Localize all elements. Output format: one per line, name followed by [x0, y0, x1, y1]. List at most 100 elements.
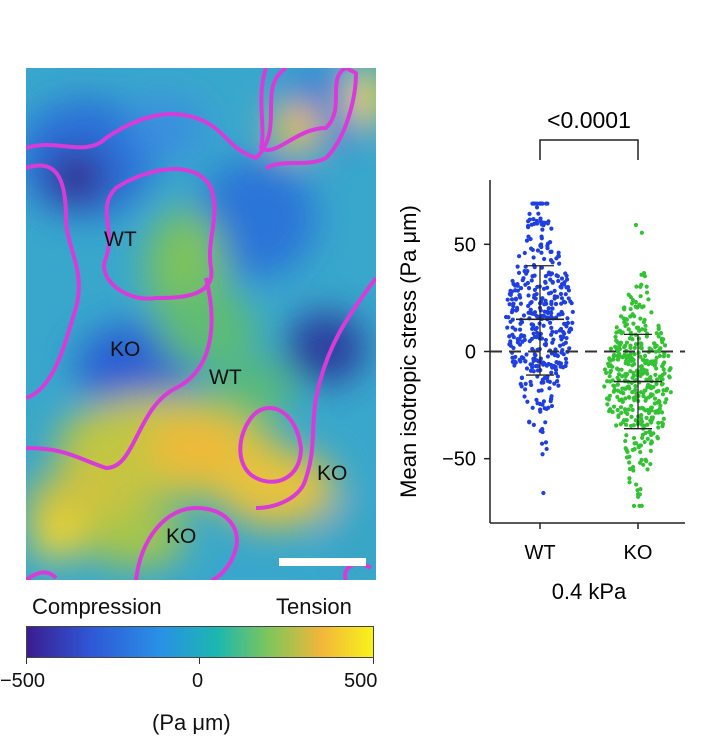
- data-point: [542, 220, 548, 225]
- data-point: [513, 297, 518, 302]
- data-point: [664, 397, 669, 402]
- colorbar: [26, 626, 374, 658]
- data-point: [508, 319, 513, 324]
- data-point: [508, 292, 513, 297]
- data-point: [559, 276, 565, 281]
- data-point: [549, 325, 554, 330]
- data-point: [643, 430, 648, 435]
- data-point: [602, 367, 608, 372]
- data-point: [660, 372, 665, 378]
- data-point: [633, 384, 638, 389]
- data-point: [633, 418, 638, 423]
- data-point: [518, 285, 524, 291]
- data-point: [626, 407, 631, 412]
- data-point: [630, 465, 636, 470]
- data-point: [608, 370, 613, 375]
- data-point: [535, 314, 540, 319]
- data-point: [631, 423, 636, 428]
- data-point: [630, 375, 635, 380]
- data-point: [643, 388, 648, 393]
- data-point: [505, 325, 510, 330]
- data-point: [549, 403, 555, 409]
- data-point: [643, 457, 648, 462]
- data-point: [522, 334, 527, 339]
- data-point: [619, 367, 624, 372]
- data-point: [626, 395, 632, 400]
- data-point: [550, 365, 555, 370]
- data-point: [626, 384, 631, 389]
- data-point: [566, 288, 572, 293]
- data-point: [646, 410, 652, 416]
- data-point: [632, 345, 637, 350]
- data-point: [527, 419, 532, 424]
- data-point: [518, 334, 523, 339]
- data-point: [539, 360, 545, 365]
- data-point: [644, 377, 649, 382]
- data-point: [624, 322, 630, 327]
- data-point: [648, 374, 653, 380]
- data-point: [661, 388, 666, 393]
- data-point: [549, 314, 554, 319]
- y-tick-label: 0: [465, 342, 476, 364]
- data-point: [517, 295, 523, 300]
- data-point: [658, 330, 664, 336]
- data-point: [540, 296, 545, 301]
- data-point: [528, 368, 533, 373]
- data-point: [666, 353, 671, 358]
- region-label-wt-1: WT: [104, 228, 137, 251]
- data-point: [552, 294, 557, 299]
- data-point: [604, 370, 609, 376]
- data-point: [630, 363, 635, 368]
- data-point: [616, 372, 622, 377]
- data-point: [539, 441, 545, 446]
- data-point: [546, 306, 551, 311]
- data-point: [636, 350, 641, 355]
- data-point: [529, 322, 534, 327]
- data-point: [606, 361, 611, 366]
- data-point: [615, 388, 621, 393]
- data-point: [646, 382, 651, 388]
- data-point: [561, 352, 566, 357]
- data-point: [633, 300, 639, 305]
- data-point: [637, 492, 642, 497]
- data-point: [658, 403, 663, 408]
- data-point: [568, 299, 573, 304]
- data-point: [549, 226, 554, 231]
- data-point: [654, 343, 659, 348]
- data-point: [637, 503, 642, 508]
- data-point: [519, 375, 525, 380]
- data-point: [548, 240, 553, 245]
- data-point: [640, 435, 645, 440]
- data-point: [511, 334, 516, 340]
- data-point: [549, 301, 554, 307]
- data-point: [543, 337, 548, 343]
- data-point: [535, 330, 540, 335]
- data-point: [544, 363, 549, 368]
- data-point: [617, 347, 622, 352]
- data-point: [643, 408, 648, 413]
- p-value-label: <0.0001: [547, 107, 631, 133]
- data-point: [624, 317, 629, 322]
- data-point: [662, 343, 668, 348]
- data-point: [524, 352, 529, 357]
- data-point: [560, 335, 565, 340]
- y-ticks: 50 0 −50: [442, 234, 490, 471]
- data-point: [602, 384, 607, 389]
- data-point: [623, 386, 628, 391]
- data-point: [605, 402, 610, 407]
- data-point: [543, 273, 548, 279]
- data-point: [607, 374, 612, 379]
- data-point: [615, 357, 620, 362]
- data-point: [639, 413, 644, 418]
- colorbar-tick: [199, 658, 200, 664]
- colorbar-tick-label-zero: 0: [192, 670, 204, 692]
- data-point: [631, 321, 636, 326]
- data-point: [526, 286, 532, 291]
- data-point: [624, 340, 630, 345]
- data-point: [662, 351, 667, 356]
- data-point: [643, 361, 648, 366]
- data-point: [615, 353, 620, 359]
- data-point: [556, 250, 561, 255]
- data-point: [535, 221, 540, 226]
- data-point: [532, 334, 537, 340]
